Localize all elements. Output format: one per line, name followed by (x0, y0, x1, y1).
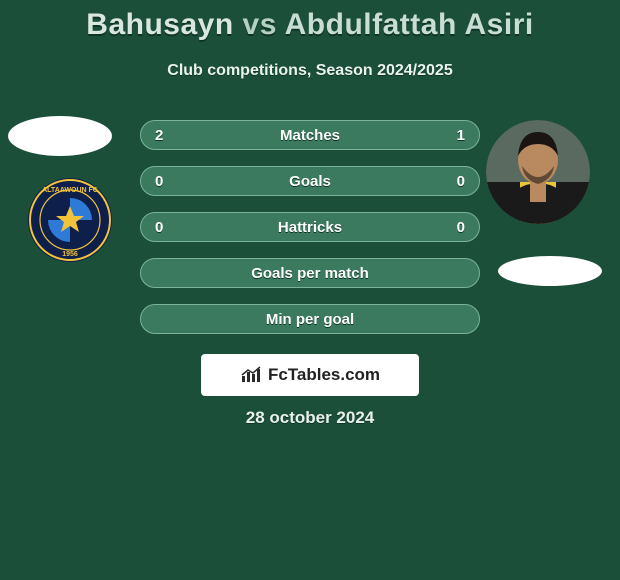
stat-row: Goals 0 0 (140, 166, 480, 196)
stat-label: Goals (289, 173, 331, 190)
brand-text: FcTables.com (268, 365, 380, 385)
comparison-title: Bahusayn vs Abdulfattah Asiri (0, 8, 620, 42)
date-line: 28 october 2024 (0, 408, 620, 428)
player2-club-placeholder (498, 256, 602, 286)
stat-value-right: 1 (457, 127, 465, 144)
stat-row: Hattricks 0 0 (140, 212, 480, 242)
player2-name: Abdulfattah Asiri (285, 8, 534, 41)
stats-rows: Matches 2 1 Goals 0 0 Hattricks 0 0 Goals per mat… (140, 120, 480, 350)
stat-label: Min per goal (266, 311, 354, 328)
svg-text:1956: 1956 (62, 251, 78, 258)
stat-label: Hattricks (278, 219, 342, 236)
stat-label: Matches (280, 127, 340, 144)
player1-club-crest: ALTAAWOUN FC 1956 (28, 178, 112, 262)
stat-value-right: 0 (457, 219, 465, 236)
stat-label: Goals per match (251, 265, 369, 282)
svg-text:ALTAAWOUN FC: ALTAAWOUN FC (42, 187, 98, 194)
stat-value-left: 0 (155, 173, 163, 190)
stat-value-left: 0 (155, 219, 163, 236)
player1-name: Bahusayn (86, 8, 233, 41)
stat-value-left: 2 (155, 127, 163, 144)
subtitle: Club competitions, Season 2024/2025 (0, 62, 620, 80)
stat-row: Matches 2 1 (140, 120, 480, 150)
player2-avatar (486, 120, 590, 224)
stat-row: Goals per match (140, 258, 480, 288)
brand-box: FcTables.com (201, 354, 419, 396)
title-vs: vs (243, 8, 277, 41)
bar-chart-icon (240, 366, 262, 384)
stat-row: Min per goal (140, 304, 480, 334)
player1-avatar-placeholder (8, 116, 112, 156)
stat-value-right: 0 (457, 173, 465, 190)
